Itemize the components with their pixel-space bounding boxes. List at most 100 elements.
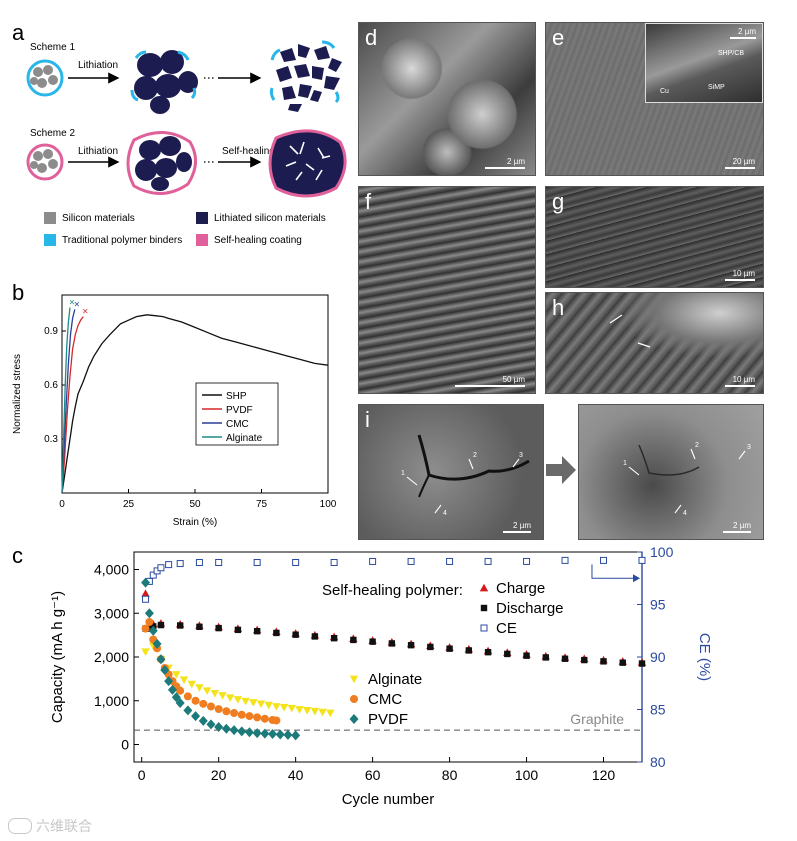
data-point-discharge	[157, 621, 165, 629]
data-point-pvdf	[164, 676, 174, 687]
data-point-alginate	[256, 700, 266, 709]
legend-lithiated-label: Lithiated silicon materials	[214, 212, 326, 224]
scheme1-pulverized-particle	[269, 40, 342, 112]
scheme1-lithiated-particle	[130, 50, 198, 114]
data-point-pvdf	[260, 728, 270, 739]
data-point-discharge	[600, 658, 607, 665]
plot-frame-b	[61, 294, 329, 494]
series-line-pvdf	[61, 316, 84, 494]
legend-label-cmc: CMC	[368, 691, 402, 708]
data-point-alginate	[195, 684, 204, 692]
legend-marker-cmc	[350, 695, 358, 703]
data-point-ce	[330, 559, 338, 566]
data-point-pvdf	[237, 726, 247, 737]
scheme1-label: Scheme 1	[30, 42, 76, 53]
data-point-pvdf	[144, 608, 154, 619]
data-point-cmc	[230, 709, 239, 717]
x-tick-label-c: 100	[515, 767, 539, 783]
data-point-pvdf	[275, 729, 285, 740]
panel-label-g: g	[552, 189, 565, 214]
lithiation-label-1: Lithiation	[78, 60, 119, 71]
data-point-cmc	[176, 686, 185, 695]
scale-bar-i-after: 2 µm	[723, 521, 751, 533]
y2-tick-label-c: 95	[650, 597, 666, 613]
x-axis-label-c: Cycle number	[342, 791, 435, 808]
data-point-alginate	[241, 697, 250, 706]
data-point-pvdf	[206, 719, 216, 730]
y-tick-label-b: 0.9	[44, 326, 58, 337]
sem-e-inset: 2 µm SHP/CB SiMP Cu	[645, 23, 763, 103]
data-point-pvdf	[291, 730, 301, 741]
data-point-alginate	[202, 687, 212, 695]
sem-h-arrows	[609, 314, 651, 348]
data-point-discharge	[273, 629, 280, 637]
y2-tick-label-c: 80	[650, 754, 666, 770]
data-point-cmc	[183, 692, 192, 701]
data-point-pvdf	[198, 715, 208, 726]
data-point-cmc	[260, 714, 269, 723]
data-point-discharge	[350, 636, 357, 644]
x-tick-label-c: 60	[365, 767, 381, 783]
data-point-pvdf	[214, 722, 224, 732]
ce-axis-arrow-head	[633, 574, 640, 583]
legend-lithiated-swatch	[196, 212, 208, 224]
data-point-ce	[638, 556, 646, 564]
healed-marker-2: 2	[695, 442, 699, 449]
data-point-cmc	[199, 699, 208, 708]
y-tick-label-c: 0	[121, 737, 129, 753]
data-point-ce	[149, 571, 157, 579]
data-point-alginate	[141, 648, 150, 656]
panel-label-b: b	[12, 280, 25, 305]
legend-coating-label: Self-healing coating	[214, 234, 302, 246]
data-point-discharge	[330, 634, 338, 642]
break-marker-alginate: ×	[69, 298, 75, 309]
inset-label-simp: SiMP	[708, 84, 725, 91]
data-point-ce	[523, 557, 531, 565]
data-point-discharge	[504, 650, 511, 658]
data-point-discharge	[176, 622, 184, 629]
sem-image-e: e 2 µm SHP/CB SiMP Cu 20 µm	[545, 22, 764, 176]
legend-silicon-label: Silicon materials	[62, 212, 135, 224]
data-point-cmc	[222, 707, 231, 716]
data-point-alginate	[264, 701, 273, 710]
data-point-cmc	[141, 624, 150, 633]
data-point-ce	[165, 561, 173, 569]
watermark-logo-icon	[8, 818, 32, 834]
legend-title-c: Self-healing polymer:	[322, 582, 463, 599]
stress-strain-chart: 0 25 50 75 100 0.3 0.6 0.9 Strain (%) Normalized …	[12, 294, 337, 528]
sem-image-h: h 10 µm	[545, 292, 764, 394]
data-point-ce	[176, 560, 184, 568]
data-point-alginate	[179, 676, 189, 684]
x-tick-label-b: 50	[189, 499, 201, 510]
data-point-discharge	[292, 631, 299, 638]
data-point-alginate	[218, 692, 227, 700]
data-point-cmc	[245, 712, 254, 721]
y2-tick-label-c: 90	[650, 649, 666, 665]
series-line-alginate	[61, 307, 71, 494]
x-tick-label-b: 25	[123, 499, 135, 510]
sem-image-i-before: i 1 2 3 4 2 µm	[358, 404, 544, 540]
data-point-cmc	[272, 716, 281, 725]
healed-crack-lines: 1 2 3 4	[623, 442, 751, 517]
data-point-cmc	[191, 696, 200, 705]
y2-axis-label-c: CE (%)	[696, 633, 713, 681]
data-point-ce	[369, 557, 377, 565]
data-point-discharge	[311, 633, 319, 640]
data-point-discharge	[196, 623, 203, 631]
x-tick-label-b: 75	[256, 499, 268, 510]
legend-label-pvdf: PVDF	[226, 405, 253, 416]
graphite-label: Graphite	[570, 711, 624, 727]
series-line-cmc	[61, 309, 76, 494]
healed-marker-3: 3	[747, 444, 751, 451]
legend-coating: Self-healing coating	[196, 234, 302, 246]
scale-bar-f: 50 µm	[455, 375, 525, 387]
panel-label-h: h	[552, 295, 565, 320]
crack-marker-3: 3	[519, 452, 523, 459]
data-point-pvdf	[191, 711, 201, 722]
data-point-discharge	[253, 627, 261, 635]
data-point-discharge	[369, 638, 376, 645]
data-point-discharge	[215, 624, 222, 632]
scheme2-healed-particle	[268, 129, 347, 198]
data-point-discharge	[427, 643, 434, 651]
data-point-discharge	[638, 660, 646, 667]
